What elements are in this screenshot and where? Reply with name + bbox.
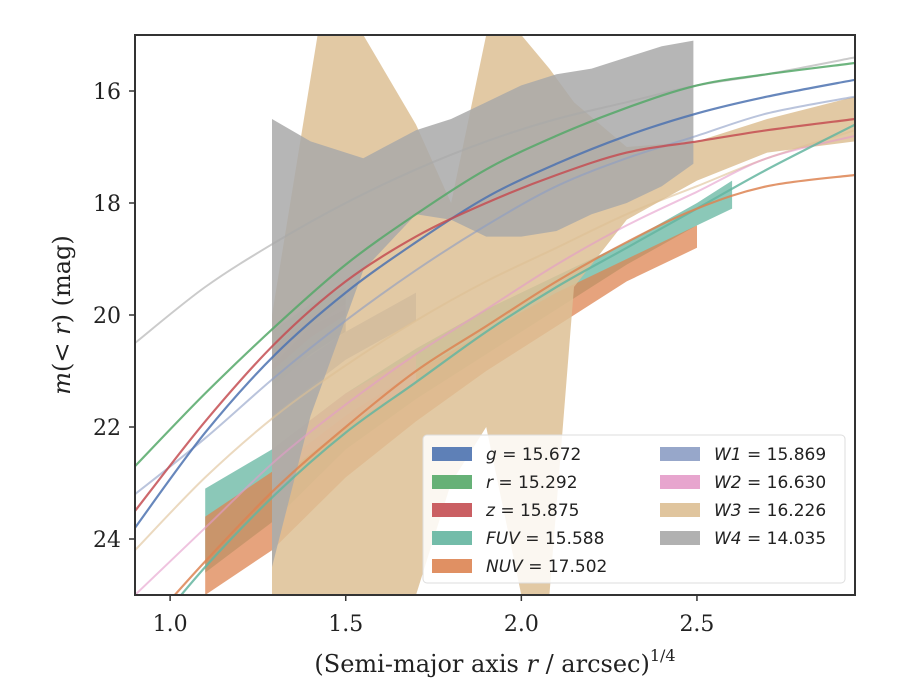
legend-series-name: W3	[714, 501, 742, 521]
legend-swatch	[432, 531, 472, 545]
legend-series-name: W1	[714, 445, 742, 465]
legend-label: W2 = 16.630	[714, 473, 826, 493]
legend-series-name: W2	[714, 473, 742, 493]
x-tick-label: 2.0	[504, 612, 539, 637]
model-curve-w1	[135, 95, 855, 495]
legend-item-w4: W4 = 14.035	[660, 529, 826, 549]
legend-swatch	[660, 447, 700, 461]
model-curve-w2	[135, 134, 855, 595]
legend-item-r: r = 15.292	[432, 473, 578, 493]
legend-label: z = 15.875	[485, 501, 579, 521]
legend-item-w2: W2 = 16.630	[660, 473, 826, 493]
band-nuv	[205, 225, 697, 595]
legend-series-name: NUV	[486, 557, 524, 577]
legend-swatch	[432, 447, 472, 461]
y-axis-title-part: r	[48, 322, 76, 335]
legend-series-name: g	[486, 445, 497, 465]
x-tick-label: 1.0	[153, 612, 188, 637]
legend-series-name: z	[485, 501, 496, 521]
y-axis-title-part: m	[48, 372, 76, 395]
legend-item-nuv: NUV = 17.502	[432, 557, 607, 577]
legend-swatch	[432, 475, 472, 489]
x-axis-title: (Semi-major axis r / arcsec)1/4	[314, 646, 675, 678]
model-curve-z	[135, 117, 855, 512]
model-curve-nuv	[173, 173, 855, 595]
legend-swatch	[660, 475, 700, 489]
legend-total: = 15.672	[497, 445, 582, 465]
legend-total: = 16.226	[742, 501, 827, 521]
model-curve-r	[135, 61, 855, 467]
legend-label: W4 = 14.035	[714, 529, 826, 549]
legend-total: = 15.292	[493, 473, 578, 493]
legend-total: = 15.869	[742, 445, 827, 465]
legend-box	[422, 434, 846, 584]
y-axis-title-part: (<	[48, 335, 76, 372]
y-tick-label: 16	[93, 80, 121, 105]
model-curve-w3	[135, 129, 855, 551]
model-curve-fuv	[179, 123, 855, 595]
legend-item-w1: W1 = 15.869	[660, 445, 826, 465]
legend-swatch	[432, 559, 472, 573]
legend-label: g = 15.672	[486, 445, 581, 465]
legend-swatch	[660, 503, 700, 517]
x-axis-title-part: / arcsec)	[538, 650, 650, 678]
legend-label: FUV = 15.588	[486, 529, 604, 549]
x-axis-title-part: r	[526, 650, 539, 678]
x-axis-title-part: (Semi-major axis	[314, 650, 526, 678]
legend-label: W1 = 15.869	[714, 445, 826, 465]
legend-series-name: W4	[714, 529, 742, 549]
y-axis-title-part: ) (mag)	[48, 235, 76, 323]
legend-swatch	[660, 531, 700, 545]
y-tick-label: 22	[93, 416, 121, 441]
x-tick-label: 2.5	[679, 612, 714, 637]
y-tick-label: 24	[93, 528, 121, 553]
legend-swatch	[432, 503, 472, 517]
legend-total: = 17.502	[523, 557, 608, 577]
y-axis-title: m(< r) (mag)	[48, 235, 76, 395]
legend-item-fuv: FUV = 15.588	[432, 529, 604, 549]
legend-item-z: z = 15.875	[432, 501, 579, 521]
legend-item-g: g = 15.672	[432, 445, 581, 465]
model-curve-layer	[135, 56, 855, 595]
x-axis-title-exponent: 1/4	[650, 646, 676, 665]
legend-total: = 15.588	[520, 529, 605, 549]
axis-tick-layer: 1.0 1.5 2.0 2.5 16 18 20 22 24	[93, 80, 714, 637]
legend-total: = 15.875	[495, 501, 580, 521]
legend-item-w3: W3 = 16.226	[660, 501, 826, 521]
legend-total: = 14.035	[742, 529, 827, 549]
y-tick-label: 20	[93, 304, 121, 329]
legend-label: W3 = 16.226	[714, 501, 826, 521]
legend-series-name: FUV	[486, 529, 521, 549]
legend-series-name: r	[486, 473, 494, 493]
x-tick-label: 1.5	[328, 612, 363, 637]
legend-total: = 16.630	[742, 473, 827, 493]
x-axis-title-text: (Semi-major axis r / arcsec)	[314, 650, 649, 678]
y-tick-label: 18	[93, 192, 121, 217]
model-curve-g	[135, 78, 855, 529]
legend-label: r = 15.292	[486, 473, 578, 493]
legend-label: NUV = 17.502	[486, 557, 607, 577]
